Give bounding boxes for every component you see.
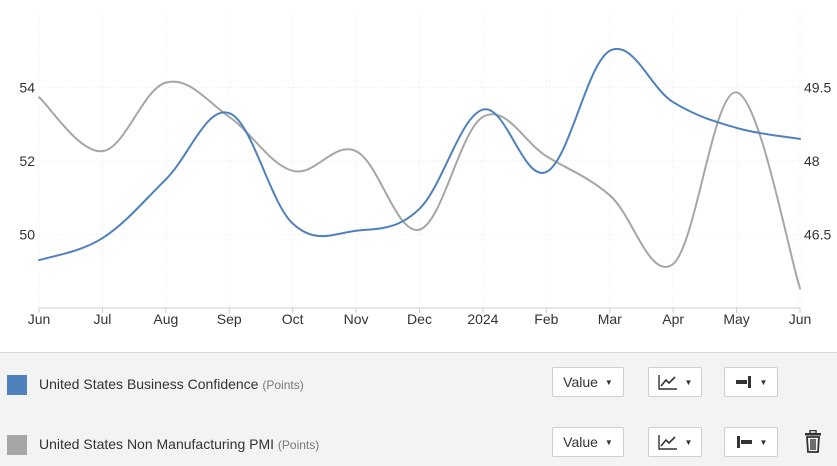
x-tick-label: Jul	[93, 311, 111, 327]
chart-type-dropdown[interactable]: ▼	[648, 367, 702, 397]
trash-icon[interactable]	[803, 429, 823, 454]
grid-layer	[38, 14, 801, 313]
x-tick-label: May	[723, 311, 749, 327]
legend-series-unit: (Points)	[262, 378, 304, 392]
axis-dropdown[interactable]: ▼	[724, 367, 778, 397]
left-y-tick-label: 54	[19, 80, 35, 96]
legend-series-name: United States Business Confidence	[39, 376, 259, 392]
x-tick-label: Nov	[344, 311, 369, 327]
legend-panel: United States Business Confidence (Point…	[0, 352, 837, 466]
axis-right-icon	[735, 376, 751, 388]
x-tick-label: Oct	[282, 311, 304, 327]
right-y-tick-label: 46.5	[804, 227, 831, 243]
caret-down-icon: ▼	[759, 377, 768, 387]
x-tick-label: Mar	[598, 311, 622, 327]
axis-left-icon	[736, 436, 752, 448]
value-dropdown[interactable]: Value ▼	[552, 427, 624, 457]
legend-swatch	[7, 375, 27, 395]
legend-swatch	[7, 435, 27, 455]
tick-label-layer: Jun Jul Aug Sep Oct Nov Dec 2024 Feb Mar Apr May Jun…	[19, 80, 831, 328]
series-line-non-manufacturing-pmi	[38, 80, 801, 290]
chart-type-dropdown[interactable]: ▼	[648, 427, 702, 457]
line-chart-icon	[657, 435, 677, 450]
right-y-tick-label: 48	[804, 153, 820, 169]
left-y-tick-label: 50	[19, 227, 35, 243]
x-tick-label: Feb	[534, 311, 558, 327]
x-tick-label: Jun	[789, 311, 812, 327]
x-tick-label: Sep	[217, 311, 242, 327]
x-tick-label: Apr	[662, 311, 684, 327]
x-tick-label: Dec	[407, 311, 432, 327]
series-layer	[38, 47, 801, 290]
caret-down-icon: ▼	[604, 377, 613, 387]
right-y-tick-label: 49.5	[804, 80, 831, 96]
value-dropdown-label: Value	[563, 434, 598, 450]
caret-down-icon: ▼	[684, 437, 693, 447]
legend-series-label: United States Business Confidence (Point…	[39, 376, 304, 392]
x-tick-label: 2024	[467, 311, 498, 327]
legend-series-unit: (Points)	[277, 438, 320, 452]
line-chart-icon	[657, 375, 677, 390]
caret-down-icon: ▼	[684, 377, 693, 387]
axis-dropdown[interactable]: ▼	[724, 427, 778, 457]
caret-down-icon: ▼	[759, 437, 768, 447]
legend-series-name: United States Non Manufacturing PMI	[39, 436, 275, 452]
line-chart: Jun Jul Aug Sep Oct Nov Dec 2024 Feb Mar Apr May Jun…	[19, 14, 831, 328]
value-dropdown-label: Value	[563, 374, 598, 390]
x-tick-label: Aug	[153, 311, 178, 327]
left-y-tick-label: 52	[19, 153, 35, 169]
x-tick-label: Jun	[28, 311, 51, 327]
series-line-business-confidence	[38, 47, 801, 262]
legend-series-label: United States Non Manufacturing PMI (Poi…	[39, 436, 319, 452]
caret-down-icon: ▼	[604, 437, 613, 447]
legend-row-non-manufacturing-pmi: United States Non Manufacturing PMI (Poi…	[0, 425, 837, 465]
legend-row-business-confidence: United States Business Confidence (Point…	[0, 365, 837, 405]
value-dropdown[interactable]: Value ▼	[552, 367, 624, 397]
